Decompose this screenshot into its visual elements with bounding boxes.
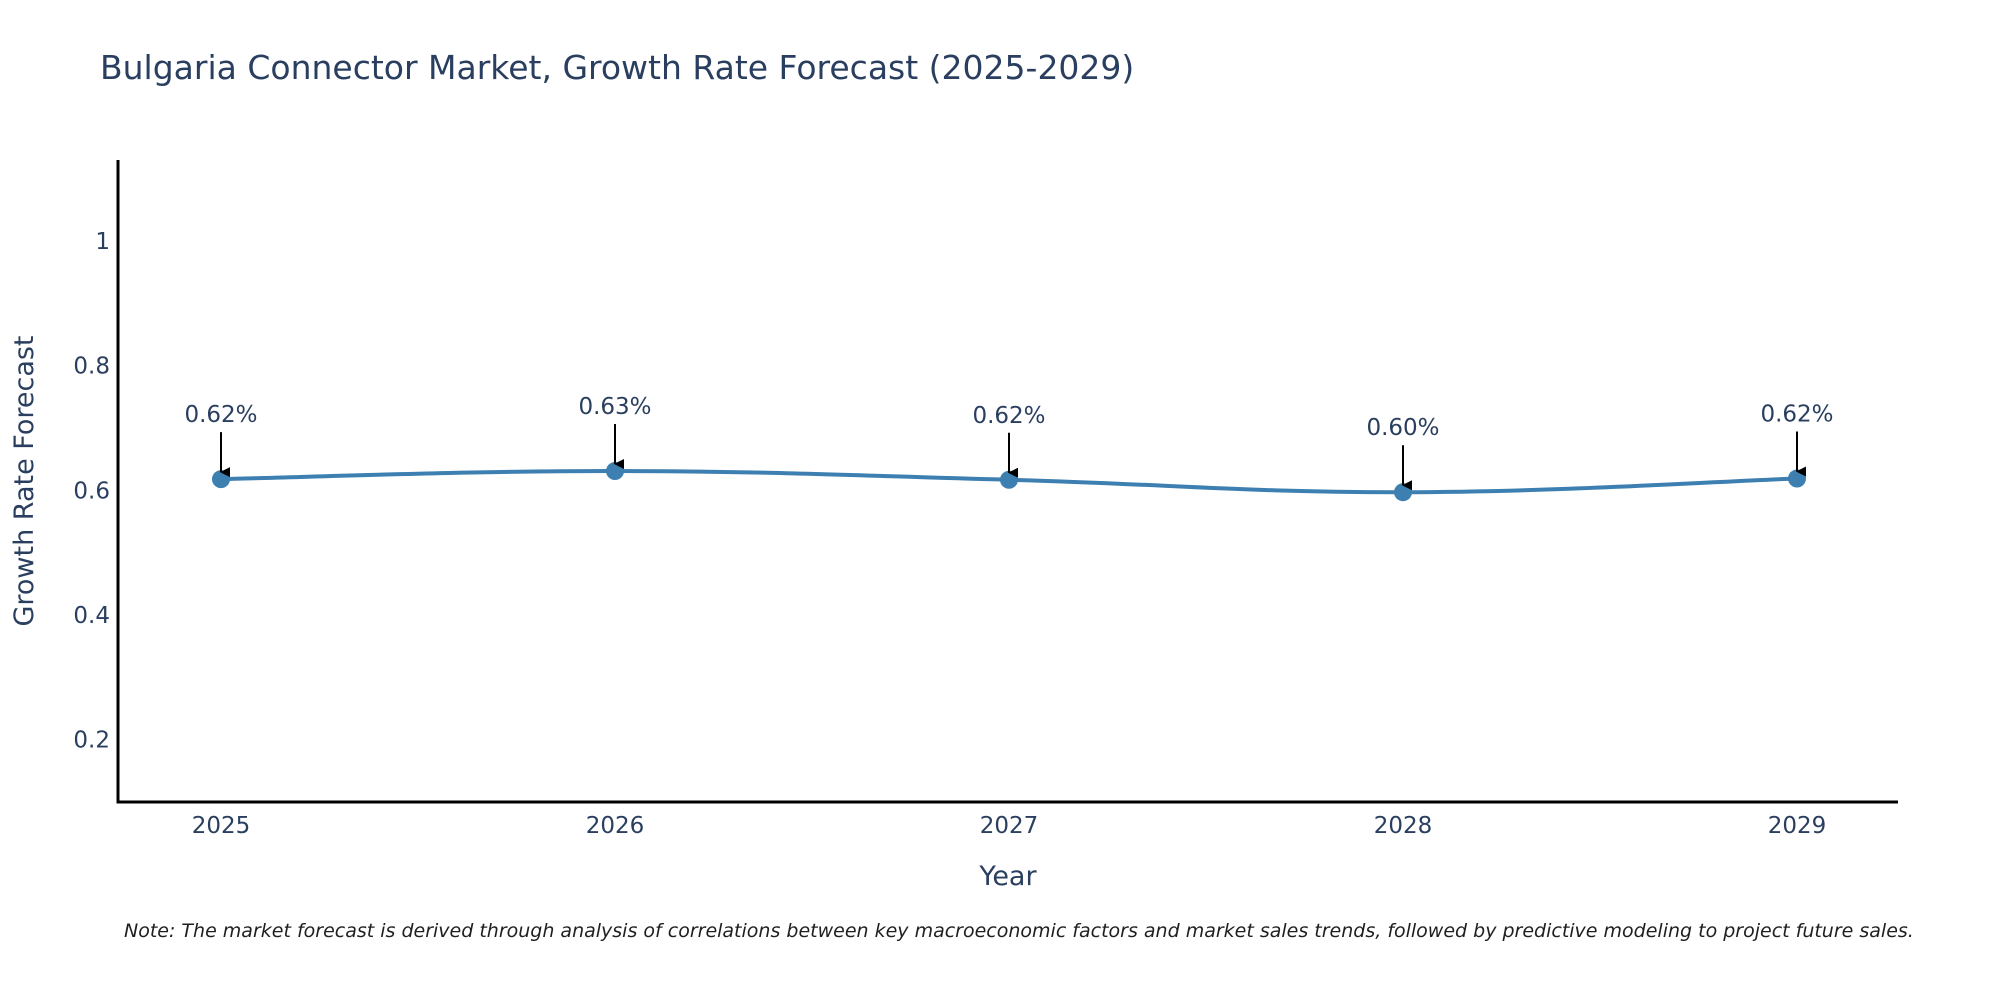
plot-area: 0.2 0.4 0.6 0.8 1 2025 2026 2027 2028 2029 0.62% 0.… xyxy=(73,160,1898,839)
y-tick-label: 1 xyxy=(95,229,110,255)
x-tick-label: 2026 xyxy=(586,813,645,839)
data-point-marker xyxy=(1394,483,1412,502)
methodology-note: Note: The market forecast is derived thr… xyxy=(124,920,1914,942)
x-tick-label: 2028 xyxy=(1374,813,1433,839)
x-tick-label: 2027 xyxy=(980,813,1039,839)
data-label: 0.62% xyxy=(972,403,1045,429)
data-label: 0.63% xyxy=(578,394,651,420)
x-tick-label: 2025 xyxy=(192,813,251,839)
data-point-marker xyxy=(1788,469,1806,488)
data-point-marker xyxy=(606,462,624,481)
y-tick-label: 0.4 xyxy=(73,603,110,629)
data-label: 0.60% xyxy=(1366,415,1439,441)
y-tick-label: 0.8 xyxy=(73,354,110,380)
x-tick-label: 2029 xyxy=(1768,813,1827,839)
chart-title: Bulgaria Connector Market, Growth Rate F… xyxy=(100,48,1134,87)
y-tick-label: 0.6 xyxy=(73,478,110,504)
data-label: 0.62% xyxy=(184,402,257,428)
x-axis-title: Year xyxy=(978,861,1037,892)
y-tick-label: 0.2 xyxy=(73,728,110,754)
data-label: 0.62% xyxy=(1760,402,1833,428)
data-point-marker xyxy=(1000,470,1018,489)
data-point-marker xyxy=(212,470,230,489)
y-axis-title: Growth Rate Forecast xyxy=(9,335,40,626)
